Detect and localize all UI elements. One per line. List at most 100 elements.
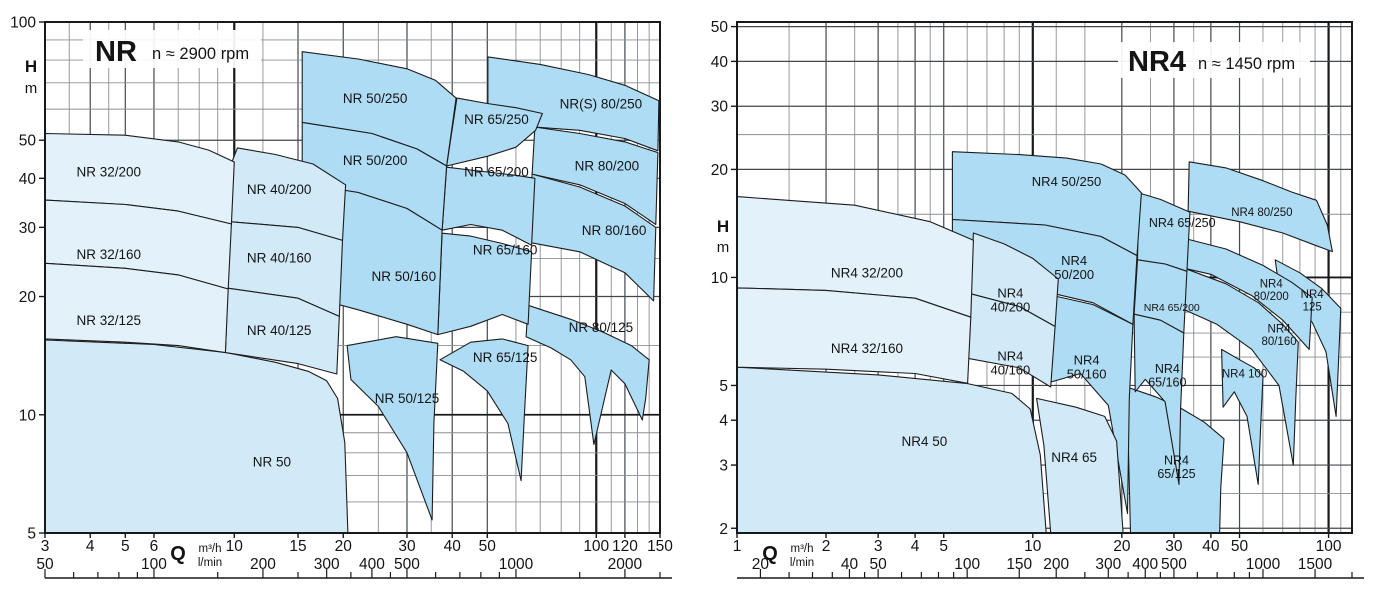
region-nr4-65-250 <box>1136 192 1191 272</box>
svg-text:20: 20 <box>711 162 729 179</box>
svg-text:400: 400 <box>1132 556 1158 573</box>
label-nr-50-160: NR 50/160 <box>372 269 437 284</box>
svg-text:20: 20 <box>335 538 353 555</box>
svg-text:m: m <box>717 239 730 256</box>
svg-text:30: 30 <box>711 99 729 116</box>
region-nr4-80-160 <box>1180 267 1299 466</box>
svg-text:300: 300 <box>314 556 340 573</box>
svg-text:10: 10 <box>226 538 244 555</box>
region-nr4-50 <box>737 366 1047 533</box>
label-nr-65-125: NR 65/125 <box>473 350 538 365</box>
svg-text:20: 20 <box>19 289 37 306</box>
svg-text:5: 5 <box>939 538 948 555</box>
svg-text:H: H <box>717 217 729 236</box>
chart-subtitle: n ≈ 1450 rpm <box>1198 55 1295 73</box>
label-nrs-80-250: NR(S) 80/250 <box>560 96 643 111</box>
region-nr-80-200 <box>531 126 659 226</box>
svg-text:10: 10 <box>19 407 37 424</box>
svg-text:Q: Q <box>762 543 778 565</box>
svg-text:40: 40 <box>711 54 729 71</box>
region-nr-65-250 <box>446 97 543 167</box>
svg-text:50: 50 <box>19 133 37 150</box>
region-nr4-80-200 <box>1184 238 1313 350</box>
svg-text:120: 120 <box>612 538 638 555</box>
y-axis-nr4: 50 40 30 20 10 5 4 3 2 Hm <box>711 19 737 538</box>
label-nr-65-200: NR 65/200 <box>464 165 529 180</box>
label-nr4-65-250: NR4 65/250 <box>1149 216 1216 230</box>
svg-text:20: 20 <box>1113 538 1131 555</box>
label-nr-32-200: NR 32/200 <box>76 165 141 180</box>
label-nr4-65-125: NR4 65/125 <box>1157 454 1195 482</box>
region-nr-50-125 <box>346 336 439 521</box>
label-nr4-65-160: NR4 65/160 <box>1148 362 1186 390</box>
label-nr4-80-160: NR4 80/160 <box>1261 323 1296 348</box>
label-nr-50-125: NR 50/125 <box>375 391 440 406</box>
region-nr-65-200 <box>441 166 536 246</box>
label-nr4-65-200: NR4 65/200 <box>1144 302 1200 314</box>
regions-nr: NR 50 NR(S) 80/250 NR 80/200 NR 80/160 NR 80… <box>45 51 660 533</box>
svg-text:15: 15 <box>289 538 306 555</box>
chart-nr: NR 50 NR(S) 80/250 NR 80/200 NR 80/160 NR 80… <box>10 15 673 579</box>
svg-text:5: 5 <box>719 378 728 395</box>
label-nr-80-125: NR 80/125 <box>569 320 634 335</box>
svg-text:500: 500 <box>1161 556 1187 573</box>
label-nr4-32-200: NR4 32/200 <box>831 266 903 281</box>
svg-text:50: 50 <box>869 556 887 573</box>
svg-text:40: 40 <box>444 538 462 555</box>
svg-text:10: 10 <box>711 270 729 287</box>
svg-text:l/min: l/min <box>790 557 814 569</box>
plot-border-nr <box>44 21 661 534</box>
label-nr-50-250: NR 50/250 <box>343 91 408 106</box>
svg-text:1: 1 <box>733 538 742 555</box>
svg-text:5: 5 <box>121 538 130 555</box>
label-nr4-50-200: NR4 50/200 <box>1054 253 1094 282</box>
svg-text:200: 200 <box>1043 556 1069 573</box>
svg-text:50: 50 <box>1231 538 1249 555</box>
svg-text:40: 40 <box>19 171 37 188</box>
label-nr4-40-160: NR4 40/160 <box>991 348 1031 377</box>
label-nr-40-160: NR 40/160 <box>247 251 312 266</box>
svg-text:3: 3 <box>874 538 883 555</box>
label-nr-50-200: NR 50/200 <box>343 153 408 168</box>
x-axis-nr4: 1 2 3 4 5 10 20 30 40 50 100 20 40 50 100 150 200 300 400 5… <box>733 533 1342 573</box>
svg-text:m³/h: m³/h <box>199 543 222 555</box>
svg-text:100: 100 <box>1316 538 1342 555</box>
svg-text:30: 30 <box>398 538 416 555</box>
svg-text:100: 100 <box>583 538 609 555</box>
svg-text:40: 40 <box>1202 538 1220 555</box>
region-nr-80-125 <box>525 304 650 446</box>
region-nr4-80-250 <box>1187 161 1333 253</box>
region-nr4-65-160 <box>1133 313 1185 485</box>
svg-text:100: 100 <box>10 15 36 32</box>
svg-text:4: 4 <box>86 538 95 555</box>
region-nr4-32-160 <box>737 287 972 384</box>
chart-title: NR4 <box>1128 46 1186 78</box>
svg-text:10: 10 <box>1024 538 1042 555</box>
label-nr4-80-250: NR4 80/250 <box>1231 207 1292 219</box>
svg-text:400: 400 <box>359 556 385 573</box>
svg-text:H: H <box>25 57 37 76</box>
chart-subtitle: n ≈ 2900 rpm <box>152 45 249 63</box>
region-nr4-50-160 <box>1049 295 1134 514</box>
chart-title: NR <box>95 36 137 68</box>
svg-text:50: 50 <box>36 556 54 573</box>
svg-text:1500: 1500 <box>1298 556 1333 573</box>
svg-text:50: 50 <box>479 538 497 555</box>
lmin-ruler-nr4 <box>737 569 1364 579</box>
svg-text:30: 30 <box>1165 538 1183 555</box>
label-nr4-80-200: NR4 80/200 <box>1254 279 1289 304</box>
svg-text:3: 3 <box>41 538 50 555</box>
region-nr-65-125 <box>439 338 529 482</box>
svg-text:1000: 1000 <box>1246 556 1281 573</box>
label-nr-50: NR 50 <box>253 454 291 469</box>
svg-text:5: 5 <box>27 526 36 543</box>
svg-text:40: 40 <box>841 556 859 573</box>
regions-nr4: NR4 125 NR4 80/250 NR4 80/200 NR4 80/160 NR4 10… <box>737 151 1342 533</box>
svg-text:3: 3 <box>719 458 728 475</box>
svg-text:2: 2 <box>822 538 831 555</box>
label-nr-32-160: NR 32/160 <box>76 247 141 262</box>
title-nr4: NR4 n ≈ 1450 rpm <box>1118 42 1310 78</box>
label-nr-80-200: NR 80/200 <box>575 159 640 174</box>
title-nr: NR n ≈ 2900 rpm <box>83 30 261 68</box>
